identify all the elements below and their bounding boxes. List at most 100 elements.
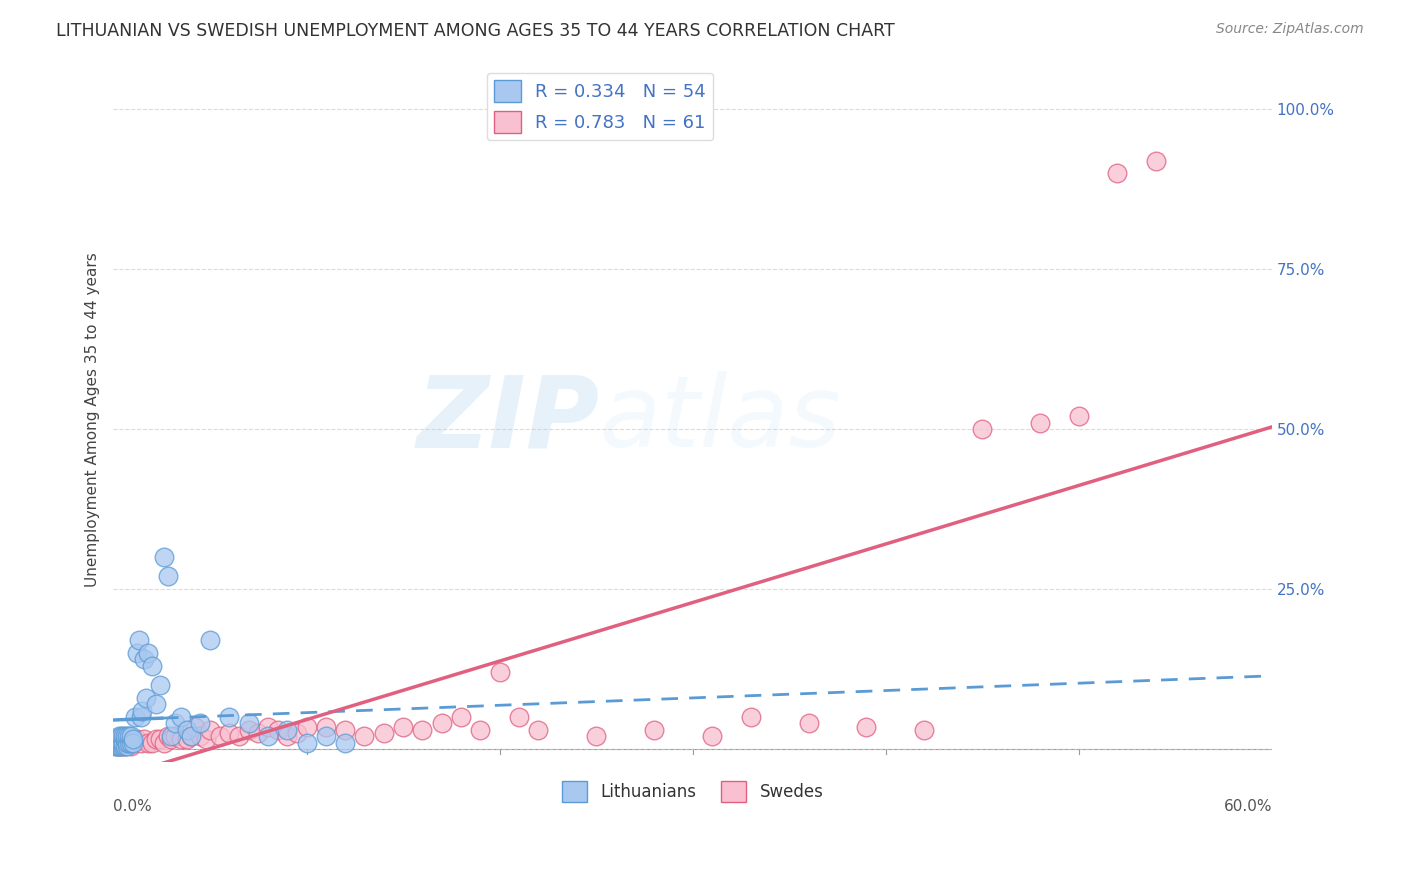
Point <box>118 736 141 750</box>
Point <box>135 690 157 705</box>
Legend: Lithuanians, Swedes: Lithuanians, Swedes <box>555 774 830 808</box>
Point <box>114 739 136 753</box>
Point <box>1144 153 1167 168</box>
Point <box>160 729 183 743</box>
Point <box>108 736 131 750</box>
Point <box>156 729 179 743</box>
Point <box>120 739 142 753</box>
Point <box>152 550 174 565</box>
Point <box>257 720 280 734</box>
Point <box>104 736 127 750</box>
Point <box>450 710 472 724</box>
Point <box>145 697 167 711</box>
Point <box>198 723 221 737</box>
Point <box>585 729 607 743</box>
Point <box>335 723 357 737</box>
Point <box>218 710 240 724</box>
Point <box>285 726 308 740</box>
Point <box>152 736 174 750</box>
Point <box>912 723 935 737</box>
Point <box>121 736 143 750</box>
Point <box>855 720 877 734</box>
Point <box>108 739 131 753</box>
Point <box>112 736 135 750</box>
Text: ZIP: ZIP <box>418 371 600 468</box>
Point <box>238 723 260 737</box>
Point <box>797 716 820 731</box>
Point <box>104 732 127 747</box>
Point <box>373 726 395 740</box>
Point <box>121 732 143 747</box>
Point <box>972 422 994 436</box>
Text: atlas: atlas <box>600 371 842 468</box>
Point <box>108 729 131 743</box>
Point <box>110 739 132 753</box>
Point <box>129 710 152 724</box>
Point <box>110 736 132 750</box>
Point <box>266 723 288 737</box>
Point <box>180 729 202 743</box>
Point <box>136 736 159 750</box>
Point <box>218 726 240 740</box>
Point <box>112 739 135 753</box>
Point <box>276 723 298 737</box>
Point <box>129 736 152 750</box>
Point <box>1029 416 1052 430</box>
Point <box>353 729 375 743</box>
Point <box>128 633 150 648</box>
Point <box>740 710 762 724</box>
Point <box>430 716 453 731</box>
Point <box>1067 409 1090 424</box>
Point <box>118 729 141 743</box>
Point <box>160 732 183 747</box>
Point <box>105 736 128 750</box>
Point <box>165 729 187 743</box>
Point <box>170 710 193 724</box>
Point <box>335 736 357 750</box>
Point <box>149 678 172 692</box>
Point <box>527 723 550 737</box>
Point <box>112 736 135 750</box>
Point <box>124 710 146 724</box>
Point <box>141 658 163 673</box>
Point <box>125 732 148 747</box>
Point <box>228 729 250 743</box>
Point <box>114 739 136 753</box>
Point <box>208 729 231 743</box>
Point <box>105 739 128 753</box>
Point <box>176 723 198 737</box>
Point <box>392 720 415 734</box>
Point <box>238 716 260 731</box>
Point <box>257 729 280 743</box>
Point <box>112 729 135 743</box>
Point <box>1107 166 1129 180</box>
Point <box>134 652 156 666</box>
Point <box>114 729 136 743</box>
Text: Source: ZipAtlas.com: Source: ZipAtlas.com <box>1216 22 1364 37</box>
Text: LITHUANIAN VS SWEDISH UNEMPLOYMENT AMONG AGES 35 TO 44 YEARS CORRELATION CHART: LITHUANIAN VS SWEDISH UNEMPLOYMENT AMONG… <box>56 22 896 40</box>
Point <box>176 732 198 747</box>
Text: 0.0%: 0.0% <box>114 799 152 814</box>
Point <box>118 736 141 750</box>
Point <box>295 720 318 734</box>
Point <box>315 729 337 743</box>
Point <box>110 739 132 753</box>
Point <box>120 729 142 743</box>
Point <box>115 736 138 750</box>
Point <box>190 729 212 743</box>
Point <box>141 736 163 750</box>
Point <box>134 732 156 747</box>
Point <box>108 739 131 753</box>
Point <box>115 736 138 750</box>
Point <box>183 720 205 734</box>
Point <box>470 723 492 737</box>
Point <box>195 732 218 747</box>
Point <box>315 720 337 734</box>
Point <box>156 569 179 583</box>
Point <box>114 732 136 747</box>
Point <box>508 710 530 724</box>
Point <box>149 732 172 747</box>
Point <box>110 729 132 743</box>
Point <box>145 732 167 747</box>
Point <box>105 739 128 753</box>
